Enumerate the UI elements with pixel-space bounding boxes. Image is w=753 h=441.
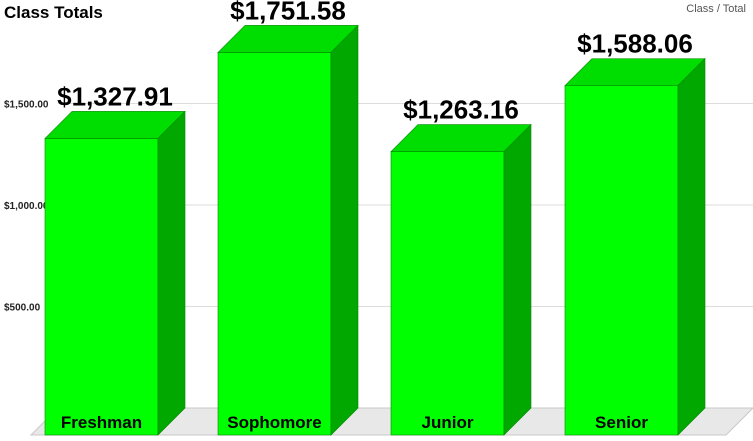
y-tick-label: $1,500.00 [4, 100, 49, 111]
value-label: $1,327.91 [57, 81, 173, 111]
bar-junior [390, 123, 532, 436]
value-label: $1,751.58 [230, 0, 346, 25]
bar-side [157, 110, 186, 436]
bars [44, 24, 706, 436]
y-tick-label: $500.00 [4, 303, 41, 314]
bar-front [217, 52, 332, 436]
category-label: Freshman [61, 413, 142, 432]
bar-side [503, 123, 532, 436]
chart-subtitle: Class / Total [686, 3, 746, 15]
y-axis-ticks: $500.00 $1,000.00 $1,500.00 [4, 100, 49, 314]
bar-front [564, 85, 679, 436]
value-label: $1,263.16 [403, 95, 519, 125]
bar-front [44, 138, 159, 436]
category-label: Senior [595, 413, 648, 432]
plot-area: $500.00 $1,000.00 $1,500.00 $1,327.91 Fresh… [4, 0, 753, 436]
category-label: Junior [422, 413, 474, 432]
value-label: $1,588.06 [577, 29, 693, 59]
bar-front [390, 151, 505, 436]
bar-side [677, 57, 706, 436]
y-tick-label: $1,000.00 [4, 201, 49, 212]
category-label: Sophomore [227, 413, 321, 432]
bar-side [330, 24, 359, 436]
bar-senior [564, 57, 706, 436]
chart-title: Class Totals [4, 3, 103, 22]
bar-sophomore [217, 24, 359, 436]
bar-freshman [44, 110, 186, 436]
value-labels: $1,327.91 Freshman $1,751.58 Sophomore $1,26… [57, 0, 693, 432]
